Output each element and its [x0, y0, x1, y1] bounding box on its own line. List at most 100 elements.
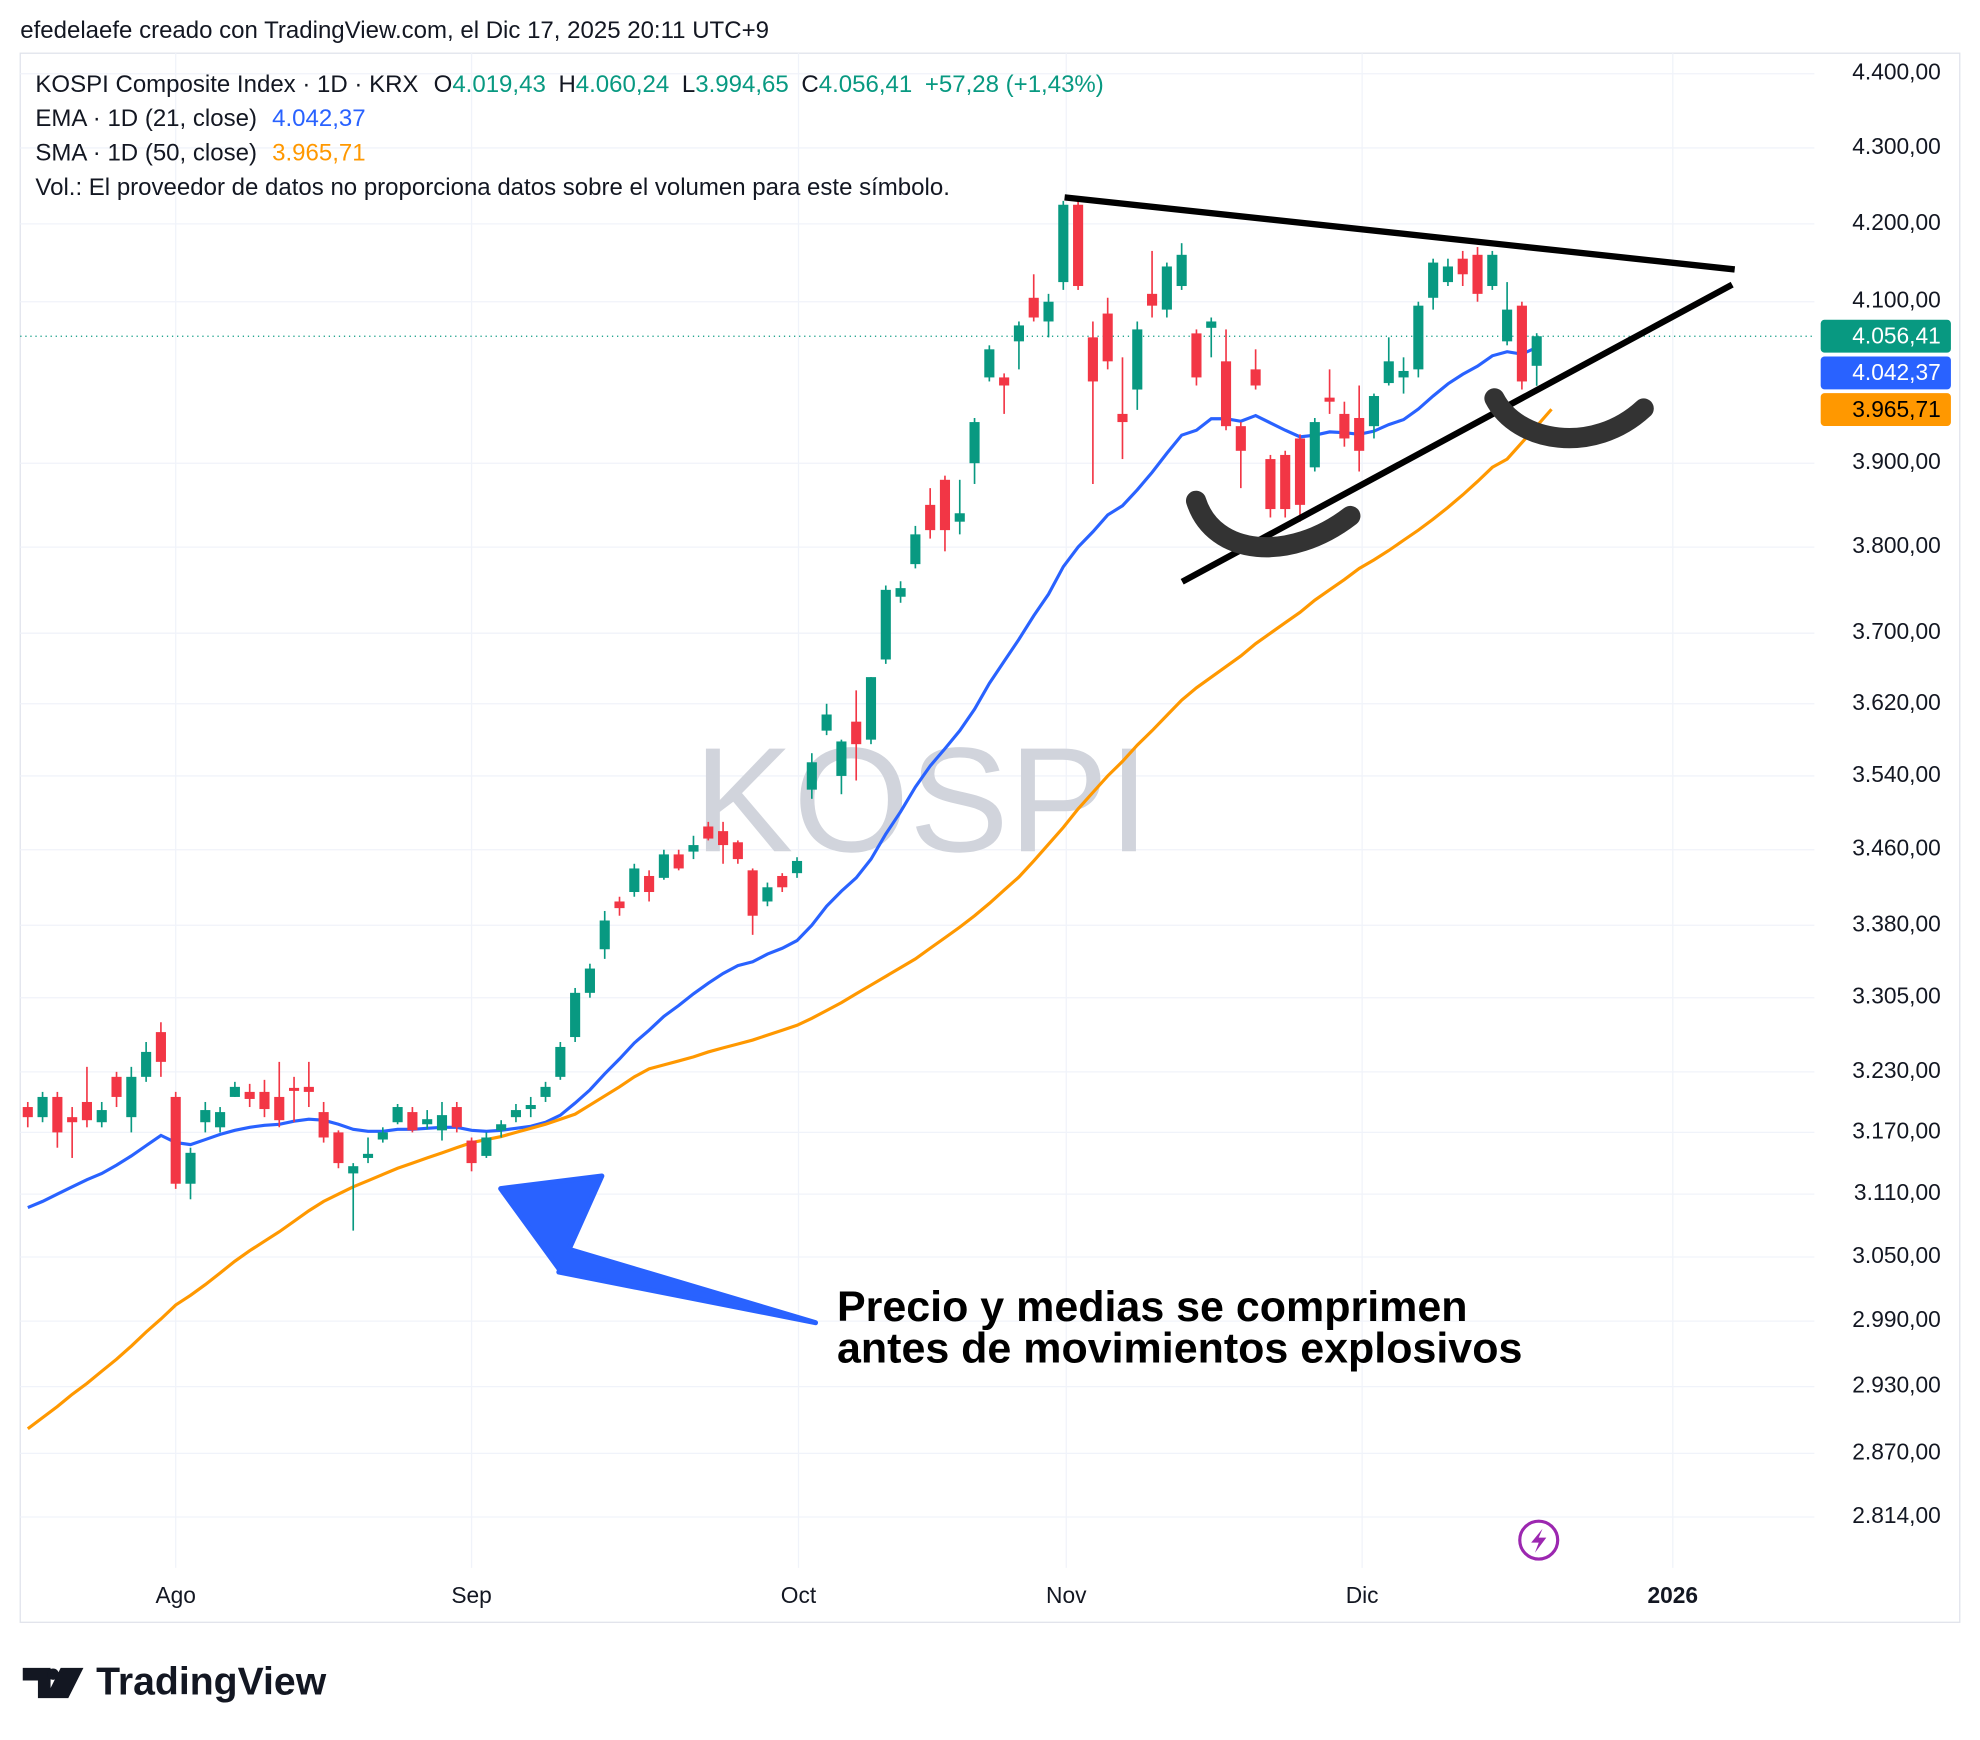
- candle-body: [288, 1087, 300, 1091]
- symbol: KOSPI Composite Index · 1D · KRX: [35, 71, 418, 98]
- candle-body: [22, 1107, 33, 1118]
- y-tick-label: 4.200,00: [1852, 209, 1941, 235]
- candle-body: [791, 860, 803, 874]
- candle-body: [629, 868, 640, 893]
- candle-body: [1087, 337, 1098, 382]
- candle-body: [1428, 262, 1439, 298]
- candle-body: [673, 854, 684, 869]
- y-tick-label: 2.990,00: [1852, 1306, 1941, 1332]
- candle-body: [111, 1076, 122, 1097]
- candle-body: [274, 1096, 285, 1121]
- candle-body: [1102, 313, 1113, 362]
- candle-body: [1354, 417, 1365, 451]
- legend-ema: EMA · 1D (21, close) 4.042,37: [35, 106, 365, 133]
- candle-body: [658, 854, 669, 878]
- candle-body: [762, 887, 773, 902]
- candle-body: [126, 1076, 137, 1118]
- candle-body: [377, 1132, 388, 1140]
- candle-body: [407, 1112, 418, 1131]
- candle-body: [969, 422, 980, 464]
- candle-body: [999, 377, 1010, 386]
- frame: [19, 52, 1961, 1623]
- candle-body: [1206, 321, 1217, 328]
- candle-body: [880, 589, 891, 660]
- candle-body: [333, 1132, 344, 1164]
- candle-body: [939, 479, 951, 531]
- candle-body: [984, 349, 995, 378]
- x-tick-label: 2026: [1647, 1582, 1698, 1608]
- event-icon[interactable]: [1518, 1519, 1560, 1561]
- y-tick-label: 3.305,00: [1852, 983, 1941, 1009]
- footer-logo: TradingView: [22, 1661, 327, 1704]
- price-tag: [1820, 356, 1951, 390]
- candle-body: [481, 1137, 492, 1156]
- y-tick-label: 3.170,00: [1852, 1117, 1941, 1143]
- candle-body: [1368, 396, 1380, 427]
- arrow: [498, 1173, 819, 1326]
- candle-body: [37, 1096, 48, 1118]
- candle-body: [1472, 254, 1483, 294]
- candle-body: [954, 513, 965, 522]
- x-tick-label: Nov: [1046, 1582, 1087, 1608]
- candle-body: [1132, 329, 1143, 390]
- plot-area: [20, 197, 1815, 1430]
- x-tick-label: Dic: [1346, 1582, 1379, 1608]
- annotation: Precio y medias se comprimen antes de mov…: [837, 1283, 1522, 1373]
- annotation-line: Precio y medias se comprimen: [837, 1283, 1468, 1331]
- candle-body: [584, 968, 595, 993]
- candle-body: [496, 1124, 507, 1131]
- candle-body: [821, 714, 832, 731]
- candle-body: [1161, 266, 1172, 310]
- candle-body: [451, 1107, 462, 1128]
- y-tick-label: 3.900,00: [1852, 448, 1941, 474]
- candle-body: [1442, 266, 1453, 283]
- candle-body: [96, 1110, 107, 1123]
- y-tick-label: 2.870,00: [1852, 1438, 1941, 1464]
- y-tick-label: 3.540,00: [1852, 761, 1941, 787]
- candle-body: [895, 588, 906, 597]
- ohlc-value: 4.056,41: [819, 71, 912, 98]
- candle-body: [644, 875, 655, 893]
- candle-body: [747, 870, 758, 916]
- candle-body: [185, 1152, 196, 1184]
- annotation-line: antes de movimientos explosivos: [837, 1325, 1522, 1373]
- candle-body: [436, 1115, 448, 1131]
- candle-body: [1058, 204, 1069, 283]
- series-value: 4.042,37: [272, 106, 365, 133]
- candle-body: [1413, 305, 1424, 370]
- candle-body: [1516, 305, 1527, 382]
- candle-body: [348, 1166, 359, 1174]
- candle-body: [141, 1051, 152, 1077]
- candle-body: [777, 875, 788, 888]
- candle-body: [555, 1046, 566, 1077]
- candle-body: [570, 992, 581, 1038]
- candle-body: [1324, 397, 1335, 402]
- y-tick-label: 3.700,00: [1852, 618, 1941, 644]
- cup-curve: [1484, 388, 1654, 449]
- volume-note: Vol.: El proveedor de datos no proporcio…: [35, 174, 949, 201]
- y-tick-label: 3.380,00: [1852, 910, 1941, 936]
- candle-body: [1073, 204, 1084, 287]
- candle-body: [540, 1086, 551, 1097]
- candle-body: [392, 1107, 403, 1123]
- price-tag: [1820, 393, 1951, 427]
- candle-body: [851, 721, 862, 745]
- candle-body: [1176, 254, 1187, 287]
- legend-sma: SMA · 1D (50, close) 3.965,71: [35, 140, 365, 167]
- ohlc-name: H: [558, 71, 575, 98]
- y-tick-label: 2.930,00: [1852, 1372, 1941, 1398]
- x-tick-label: Ago: [155, 1582, 195, 1608]
- candle-body: [1250, 369, 1261, 386]
- candle-body: [806, 762, 817, 790]
- y-tick-label: 2.814,00: [1852, 1502, 1941, 1528]
- y-tick-label: 3.230,00: [1852, 1057, 1941, 1083]
- candle-body: [1294, 438, 1306, 505]
- price-tag-label: 3.965,71: [1852, 396, 1941, 422]
- legend-ohlc: KOSPI Composite Index · 1D · KRX O4.019,4…: [35, 71, 1103, 98]
- change: +57,28 (+1,43%): [925, 71, 1104, 98]
- footer-brand: TradingView: [96, 1661, 327, 1704]
- candle-body: [1398, 370, 1409, 378]
- trendline: [1180, 281, 1734, 585]
